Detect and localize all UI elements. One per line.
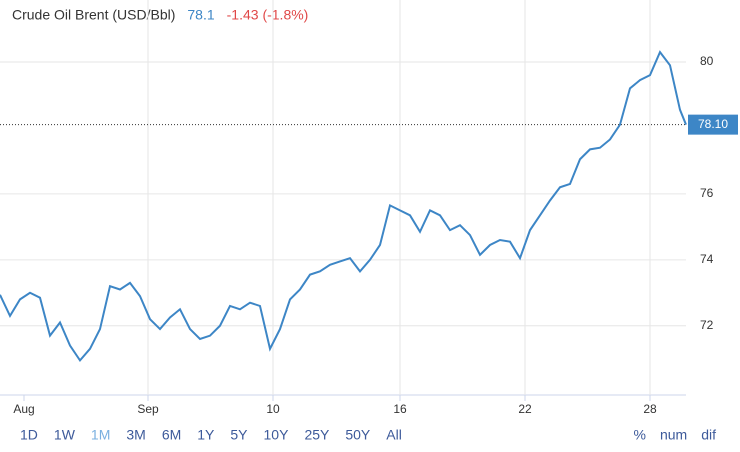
last-price-label: 78.10	[698, 117, 728, 131]
range-button[interactable]: 5Y	[230, 427, 248, 443]
price-change: -1.43 (-1.8%)	[227, 7, 309, 23]
range-button[interactable]: 1W	[54, 427, 76, 443]
mode-button[interactable]: num	[660, 427, 687, 443]
price-line	[0, 50, 687, 363]
range-button[interactable]: 1D	[20, 427, 38, 443]
range-button[interactable]: 10Y	[264, 427, 290, 443]
y-tick-label: 80	[700, 54, 714, 68]
range-button[interactable]: 6M	[162, 427, 181, 443]
range-button[interactable]: All	[386, 427, 402, 443]
x-tick-label: 10	[266, 402, 280, 416]
range-button[interactable]: 1Y	[197, 427, 215, 443]
range-button[interactable]: 3M	[126, 427, 145, 443]
mode-button[interactable]: %	[634, 427, 646, 443]
x-tick-label: 16	[393, 402, 407, 416]
last-price-box	[688, 114, 738, 135]
y-tick-label: 72	[700, 318, 714, 332]
x-tick-label: 22	[518, 402, 532, 416]
y-tick-label: 76	[700, 186, 714, 200]
x-tick-label: 28	[643, 402, 657, 416]
chart-title: Crude Oil Brent (USD/Bbl)	[12, 7, 175, 23]
range-button[interactable]: 25Y	[304, 427, 330, 443]
last-price: 78.1	[187, 7, 214, 23]
range-button[interactable]: 1M	[91, 427, 110, 443]
range-button[interactable]: 50Y	[345, 427, 371, 443]
x-tick-label: Sep	[137, 402, 159, 416]
mode-button[interactable]: dif	[701, 427, 716, 443]
y-tick-label: 74	[700, 252, 714, 266]
x-tick-label: Aug	[13, 402, 34, 416]
